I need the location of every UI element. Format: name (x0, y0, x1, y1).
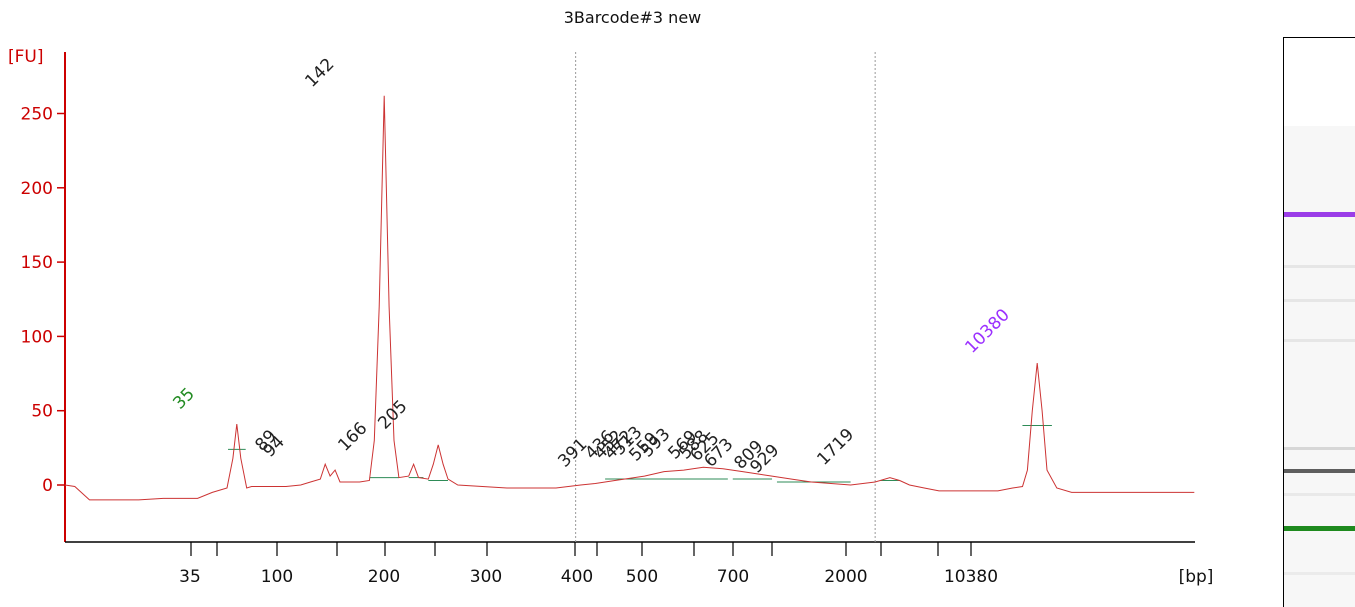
peak-label: 10380 (961, 305, 1013, 357)
gel-band (1284, 469, 1355, 474)
gel-band (1284, 298, 1355, 302)
peak-label: 1719 (813, 425, 858, 470)
region-markers (575, 52, 876, 542)
gel-band (1284, 572, 1355, 576)
y-tick-label: 250 (21, 105, 53, 125)
y-tick-label: 100 (21, 327, 53, 347)
gel-band (1284, 264, 1355, 268)
x-tick-label: 700 (717, 567, 749, 587)
x-tick-label: 35 (179, 567, 201, 587)
x-tick-label: 300 (470, 567, 502, 587)
peak-labels: 3589941421662053914364524725135595935695… (169, 54, 1013, 477)
chart-title: 3Barcode#3 new (563, 8, 702, 27)
y-tick-label: 0 (42, 476, 53, 496)
peak-label: 142 (301, 54, 338, 91)
y-axis-label: [FU] (8, 47, 44, 67)
x-tick-label: 2000 (824, 567, 867, 587)
gel-background (1284, 126, 1355, 607)
x-tick-label: 400 (561, 567, 593, 587)
gel-band (1284, 492, 1355, 496)
x-tick-label: 100 (261, 567, 293, 587)
gel-band (1284, 446, 1355, 450)
electropherogram-chart: [FU] 0 50 100 150 200 250 35 100 200 300 400 500 700 2… (8, 47, 1213, 587)
gel-band (1284, 338, 1355, 342)
gel-upper-marker-band (1284, 212, 1355, 218)
x-tick-label: 200 (368, 567, 400, 587)
x-tick-label: 10380 (944, 567, 998, 587)
y-tick-label: 200 (21, 179, 53, 199)
x-tick-label: 500 (626, 567, 658, 587)
electropherogram-trace (64, 95, 1195, 501)
peak-label: 205 (374, 396, 411, 433)
y-tick-label: 150 (21, 253, 53, 273)
x-axis-label: [bp] (1179, 567, 1214, 587)
y-tick-label: 50 (31, 402, 53, 422)
peak-label: 166 (334, 418, 371, 455)
axes: [FU] 0 50 100 150 200 250 35 100 200 300 400 500 700 2… (8, 47, 1213, 587)
gel-lane (1283, 37, 1355, 607)
gel-lower-marker-band (1284, 525, 1355, 531)
peak-label: 35 (169, 384, 198, 413)
